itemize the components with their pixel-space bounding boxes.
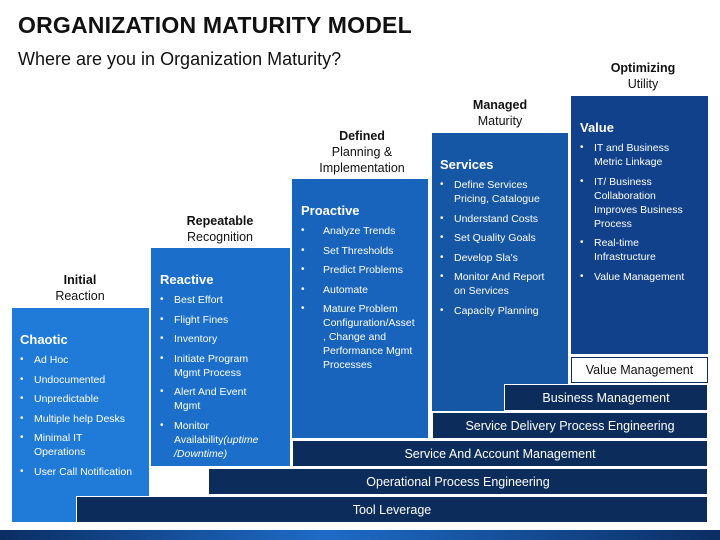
band-business-management: Business Management	[504, 384, 708, 411]
list-item: Understand Costs	[440, 212, 560, 226]
stage-label-bold: Defined	[339, 129, 385, 143]
band-operational-process-engineering: Operational Process Engineering	[208, 468, 708, 495]
stage-label-sub: Maturity	[477, 114, 523, 128]
item-list: Best Effort Flight Fines Inventory Initi…	[160, 293, 282, 461]
list-item-text: Monitor Availability	[174, 419, 224, 446]
stage-column-services: Services Define Services Pricing, Catalo…	[432, 133, 568, 411]
column-heading: Services	[440, 157, 494, 172]
list-item: Analyze Trends	[301, 224, 420, 238]
list-item-italic: (uptime /Downtime)	[174, 433, 259, 460]
bottom-decor-strip	[0, 530, 720, 540]
stage-label-bold: Initial	[63, 273, 97, 287]
list-item: Initiate Program Mgmt Process	[160, 352, 266, 380]
list-item: Unpredictable	[20, 392, 141, 406]
list-item: Undocumented	[20, 373, 141, 387]
list-item: Real-time Infrastructure	[580, 236, 680, 264]
stage-column-value: Value IT and Business Metric Linkage IT/…	[571, 96, 708, 354]
list-item: Multiple help Desks	[20, 412, 141, 426]
stage-column-proactive: Proactive Analyze Trends Set Thresholds …	[292, 179, 428, 438]
stage-column-chaotic: Chaotic Ad Hoc Undocumented Unpredictabl…	[12, 308, 149, 522]
band-value-management: Value Management	[571, 357, 708, 383]
item-list: Ad Hoc Undocumented Unpredictable Multip…	[20, 353, 141, 479]
list-item: Capacity Planning	[440, 304, 560, 318]
list-item: Set Quality Goals	[440, 231, 560, 245]
item-list: IT and Business Metric Linkage IT/ Busin…	[580, 141, 700, 284]
column-heading: Chaotic	[20, 332, 68, 347]
column-heading: Value	[580, 120, 614, 135]
list-item: Define Services Pricing, Catalogue	[440, 178, 550, 206]
list-item: Monitor Availability(uptime /Downtime)	[160, 419, 282, 461]
stage-label-bold: Repeatable	[186, 214, 254, 228]
list-item: Ad Hoc	[20, 353, 141, 367]
band-service-delivery-process-engineering: Service Delivery Process Engineering	[432, 412, 708, 439]
list-item: Minimal IT Operations	[20, 431, 122, 459]
stage-label-defined: Defined Planning & Implementation	[303, 128, 421, 176]
stage-label-sub: Recognition	[186, 230, 253, 244]
stage-label-sub: Planning & Implementation	[319, 145, 405, 175]
list-item: User Call Notification	[20, 465, 141, 479]
list-item: IT and Business Metric Linkage	[580, 141, 680, 169]
stage-label-bold: Managed	[472, 98, 528, 112]
item-list: Analyze Trends Set Thresholds Predict Pr…	[301, 224, 420, 372]
stage-label-repeatable: Repeatable Recognition	[160, 213, 280, 245]
list-item: Mature Problem Configuration/Asset , Cha…	[301, 302, 420, 372]
item-list: Define Services Pricing, Catalogue Under…	[440, 178, 560, 318]
page-subtitle: Where are you in Organization Maturity?	[18, 49, 342, 69]
list-item: Monitor And Report on Services	[440, 270, 556, 298]
stage-label-managed: Managed Maturity	[445, 97, 555, 129]
stage-label-initial: Initial Reaction	[30, 272, 130, 304]
list-item: Inventory	[160, 332, 282, 346]
list-item: Best Effort	[160, 293, 282, 307]
stage-label-optimizing: Optimizing Utility	[588, 60, 698, 92]
list-item: Automate	[301, 283, 420, 297]
list-item: Value Management	[580, 270, 700, 284]
list-item: IT/ Business Collaboration Improves Busi…	[580, 175, 694, 231]
column-heading: Reactive	[160, 272, 214, 287]
list-item: Alert And Event Mgmt	[160, 385, 266, 413]
list-item: Predict Problems	[301, 263, 420, 277]
band-tool-leverage: Tool Leverage	[76, 496, 708, 523]
page-title: ORGANIZATION MATURITY MODEL	[18, 12, 412, 38]
column-heading: Proactive	[301, 203, 360, 218]
stage-label-sub: Utility	[627, 77, 659, 91]
list-item: Flight Fines	[160, 313, 282, 327]
stage-label-sub: Reaction	[55, 289, 105, 303]
stage-label-bold: Optimizing	[610, 61, 676, 75]
band-service-and-account-management: Service And Account Management	[292, 440, 708, 467]
list-item: Develop Sla's	[440, 251, 560, 265]
stage-column-reactive: Reactive Best Effort Flight Fines Invent…	[151, 248, 290, 466]
list-item: Set Thresholds	[301, 244, 420, 258]
